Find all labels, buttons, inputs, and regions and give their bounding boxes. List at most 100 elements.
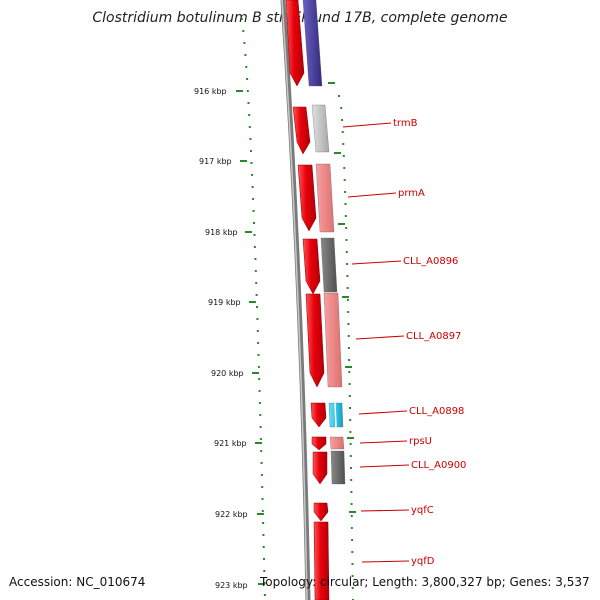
outer-ruler-dot [351, 587, 354, 589]
ruler-dot [248, 126, 251, 128]
gene-label-trmB[interactable]: trmB [393, 118, 418, 129]
ruler-dot [243, 42, 246, 44]
ruler-dot [257, 342, 260, 344]
ruler-dot [263, 570, 266, 572]
gene-label-yqfD[interactable]: yqfD [411, 556, 435, 567]
outer-ruler-dot [347, 347, 350, 349]
label-leader [359, 440, 408, 444]
ruler-dot [254, 258, 257, 260]
label-leader [359, 464, 410, 468]
outer-ruler-dot [348, 383, 351, 385]
ruler-dot [253, 222, 255, 224]
outer-ruler-dot [350, 479, 353, 481]
ruler-dot [240, 18, 243, 20]
gene-label-prmA[interactable]: prmA [398, 188, 425, 199]
outer-ruler-dot [349, 431, 352, 433]
ruler-dot [259, 426, 262, 428]
gene-arrow[interactable] [302, 238, 321, 295]
ruler-dot [258, 378, 261, 380]
outer-ruler-dot [351, 575, 354, 577]
gene-arrow[interactable] [292, 106, 311, 155]
label-leader [355, 335, 405, 340]
tick-label-918: 918 kbp [205, 228, 238, 237]
ruler-dot [257, 366, 260, 368]
outer-ruler-dot [350, 467, 352, 469]
ruler-dot [263, 558, 265, 560]
cog-divider [334, 402, 337, 428]
tick-label-917: 917 kbp [199, 157, 232, 166]
gene-arrow[interactable] [305, 293, 325, 388]
ruler-dot [262, 534, 265, 536]
cog-bars [302, 0, 346, 485]
outer-ruler-dot [349, 407, 351, 409]
ruler-dots [240, 18, 266, 596]
cog-bar [315, 163, 335, 233]
ruler-dot [252, 198, 255, 200]
outer-ruler-dot [349, 443, 352, 445]
gene-arrow[interactable] [310, 402, 327, 428]
gene-label-yqfC[interactable]: yqfC [411, 505, 434, 516]
ruler-dot [256, 306, 258, 308]
tick-label-916: 916 kbp [194, 87, 227, 96]
forward-strand-genes [285, 0, 330, 600]
tick-label-923: 923 kbp [215, 581, 248, 590]
cog-bar [323, 292, 343, 388]
ruler-dot [256, 330, 259, 332]
outer-ruler-dot [350, 527, 353, 529]
ruler-dot [253, 246, 256, 248]
ruler-dot [254, 270, 257, 272]
outer-ruler-dot [350, 503, 353, 505]
ruler-dot [258, 402, 261, 404]
label-leader [358, 410, 408, 415]
gene-label-rpsU[interactable]: rpsU [409, 436, 432, 447]
outer-ruler-dot [342, 143, 345, 145]
label-leader [342, 122, 392, 128]
ruler-dot [261, 498, 264, 500]
gene-arrow[interactable] [297, 164, 317, 232]
ruler-dot [251, 186, 254, 188]
gene-arrow[interactable] [313, 502, 329, 522]
ruler-dot [251, 174, 254, 176]
ruler-dot [248, 114, 251, 116]
gene-arrow[interactable] [312, 451, 328, 485]
gene-label-cll-a0898[interactable]: CLL_A0898 [409, 406, 464, 417]
genome-backbone [280, 0, 311, 600]
gene-arrow[interactable] [285, 0, 305, 87]
outer-ruler-dot [343, 167, 346, 169]
ruler-dot [246, 78, 249, 80]
outer-ruler-dot [348, 395, 351, 397]
ruler-dot [255, 282, 258, 284]
label-leader [360, 509, 410, 512]
ruler-dot [261, 486, 264, 488]
gene-arrow[interactable] [311, 436, 327, 451]
outer-ruler-dot [351, 563, 354, 565]
gene-label-cll-a0897[interactable]: CLL_A0897 [406, 331, 461, 342]
ruler-dot [262, 546, 265, 548]
ruler-dot [257, 354, 260, 356]
gene-label-cll-a0896[interactable]: CLL_A0896 [403, 256, 458, 267]
tick-label-919: 919 kbp [208, 298, 241, 307]
outer-ruler-dot [344, 203, 347, 205]
gene-label-cll-a0900[interactable]: CLL_A0900 [411, 460, 466, 471]
gene-labels: trmB prmA CLL_A0896 CLL_A0897 CLL_A0898 … [342, 118, 466, 567]
outer-ruler-dot [342, 155, 345, 157]
outer-ruler-dot [340, 107, 343, 109]
outer-ruler-dot [345, 239, 348, 241]
outer-ruler-dot [350, 491, 353, 493]
genome-backbone-highlight [281, 0, 308, 600]
outer-dots [338, 95, 354, 600]
outer-ruler-dot [346, 287, 349, 289]
ruler-dot [250, 162, 253, 164]
ruler-dot [242, 30, 245, 32]
outer-ruler-dot [341, 131, 344, 133]
ruler-dot [253, 234, 256, 236]
gene-arrow[interactable] [313, 521, 330, 600]
ruler-dot [246, 90, 249, 92]
genome-summary-text: Topology: circular; Length: 3,800,327 bp… [260, 575, 590, 589]
ruler-dot [245, 66, 248, 68]
outer-ruler-dot [351, 539, 354, 541]
outer-ruler-dot [349, 455, 352, 457]
outer-ruler-dot [351, 551, 354, 553]
ruler-dot [247, 102, 250, 104]
